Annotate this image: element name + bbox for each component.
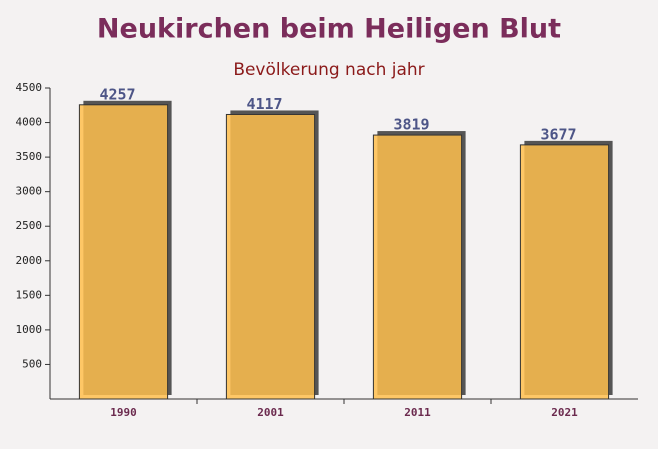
y-tick-label: 1500 [16, 288, 43, 301]
chart-title: Neukirchen beim Heiligen Blut [97, 14, 561, 45]
chart-subtitle: Bevölkerung nach jahr [233, 60, 424, 80]
y-tick-label: 500 [22, 357, 42, 370]
x-tick-label: 2021 [551, 406, 578, 419]
bar [372, 134, 463, 400]
x-tick-label: 2011 [404, 406, 431, 419]
value-label: 4117 [246, 95, 282, 113]
y-tick-label: 1000 [16, 323, 43, 336]
value-label: 3677 [540, 125, 576, 143]
bar [78, 104, 169, 400]
bar [225, 113, 316, 400]
x-tick-label: 2001 [257, 406, 284, 419]
value-label: 4257 [99, 85, 135, 103]
bar [519, 144, 610, 400]
y-tick-label: 4500 [16, 81, 43, 94]
y-tick-label: 4000 [16, 116, 43, 129]
value-label: 3819 [393, 116, 429, 134]
y-tick-label: 3500 [16, 150, 43, 163]
y-tick-label: 2500 [16, 219, 43, 232]
y-tick-label: 2000 [16, 254, 43, 267]
x-tick-label: 1990 [110, 406, 137, 419]
y-tick-label: 3000 [16, 185, 43, 198]
